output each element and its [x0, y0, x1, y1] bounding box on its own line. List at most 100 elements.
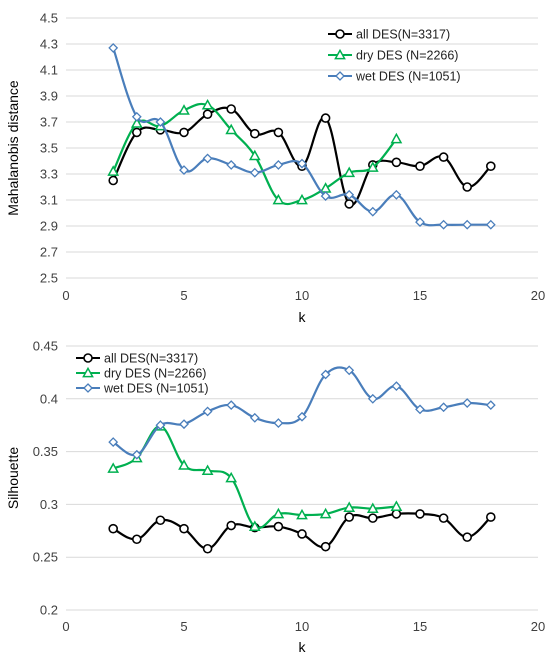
- x-axis-title: k: [299, 639, 307, 655]
- y-tick-label: 2.9: [40, 219, 58, 234]
- data-point: [296, 193, 308, 205]
- y-tick-label: 0.3: [40, 497, 58, 512]
- data-point: [343, 501, 356, 512]
- legend-entry: all DES(N=3317): [328, 28, 450, 42]
- data-point: [132, 534, 142, 545]
- data-point: [390, 132, 403, 144]
- data-point: [344, 365, 355, 376]
- data-point: [273, 159, 284, 170]
- legend-label: wet DES (N=1051): [103, 382, 209, 396]
- y-axis-title: Silhouette: [5, 447, 21, 509]
- series-triangle: [107, 98, 403, 206]
- x-tick-label: 0: [62, 619, 69, 634]
- data-point: [320, 369, 331, 380]
- y-tick-label: 3.5: [40, 141, 58, 156]
- data-point: [131, 111, 142, 122]
- data-point: [319, 182, 332, 193]
- series-diamond: [108, 42, 496, 230]
- data-point: [438, 513, 449, 523]
- data-point: [415, 161, 425, 171]
- data-point: [201, 98, 214, 110]
- data-point: [202, 406, 213, 417]
- data-point: [201, 464, 214, 476]
- legend-label: dry DES (N=2266): [104, 367, 206, 381]
- data-point: [273, 127, 284, 138]
- chart-1: 2.5 2.7 2.9 3.1 3.3 3.5 3.7 3.9 4.1 4.3 4.5 0 5 10 15 2…: [5, 11, 545, 326]
- data-point: [391, 157, 402, 168]
- data-point: [179, 165, 189, 176]
- y-tick-label: 4.1: [40, 63, 58, 78]
- data-point: [390, 500, 403, 511]
- data-point: [248, 520, 261, 532]
- data-point: [155, 420, 166, 431]
- data-point: [367, 206, 378, 217]
- data-point: [485, 512, 496, 522]
- legend-marker: [334, 48, 346, 60]
- data-point: [320, 113, 331, 123]
- data-point: [297, 529, 307, 539]
- data-point: [391, 509, 402, 519]
- legend-marker: [335, 71, 345, 81]
- data-point: [485, 161, 496, 171]
- data-point: [155, 117, 166, 127]
- data-point: [272, 507, 285, 519]
- data-point: [108, 175, 118, 186]
- data-point: [462, 398, 473, 408]
- data-point: [225, 123, 238, 135]
- data-point: [179, 523, 189, 534]
- data-point: [179, 419, 189, 430]
- legend-marker: [83, 353, 93, 363]
- y-tick-label: 0.25: [33, 550, 58, 565]
- data-point: [296, 508, 308, 520]
- data-point: [344, 512, 355, 522]
- data-point: [108, 42, 119, 53]
- data-point: [202, 543, 213, 554]
- data-point: [462, 532, 473, 542]
- series-diamond: [108, 365, 496, 460]
- data-point: [225, 471, 238, 483]
- legend-entry: dry DES (N=2266): [76, 367, 206, 381]
- y-tick-label: 0.2: [40, 603, 58, 618]
- x-tick-label: 5: [180, 619, 187, 634]
- chart-2: 0.2 0.25 0.3 0.35 0.4 0.45 0 5 10 15 20 k Silhouette…: [5, 339, 545, 656]
- data-point: [344, 189, 355, 200]
- data-point: [155, 515, 166, 526]
- data-point: [366, 161, 379, 172]
- data-point: [108, 523, 118, 534]
- data-point: [391, 381, 402, 392]
- data-point: [130, 117, 143, 128]
- data-point: [462, 182, 473, 192]
- data-point: [178, 459, 190, 470]
- data-point: [272, 193, 285, 205]
- y-tick-label: 2.7: [40, 245, 58, 260]
- y-tick-label: 0.35: [33, 444, 58, 459]
- y-tick-label: 0.4: [40, 391, 58, 406]
- data-point: [367, 393, 378, 404]
- y-tick-label: 3.3: [40, 167, 58, 182]
- data-point: [202, 109, 213, 119]
- data-point: [107, 462, 120, 473]
- data-point: [131, 449, 142, 460]
- data-point: [273, 521, 284, 532]
- data-point: [485, 400, 496, 411]
- data-point: [320, 541, 331, 552]
- series-circle: [108, 104, 496, 209]
- legend-entry: dry DES (N=2266): [328, 49, 458, 63]
- data-point: [132, 127, 142, 138]
- series-circle: [108, 509, 496, 554]
- data-point: [249, 167, 260, 178]
- legend-label: dry DES (N=2266): [356, 49, 458, 63]
- data-point: [179, 127, 189, 138]
- data-point: [391, 189, 402, 200]
- x-tick-label: 15: [413, 619, 427, 634]
- data-point: [415, 404, 425, 415]
- data-point: [226, 400, 237, 411]
- data-point: [415, 509, 425, 519]
- data-point: [248, 149, 261, 161]
- data-point: [366, 502, 379, 514]
- series-triangle: [107, 420, 403, 532]
- data-point: [320, 191, 331, 202]
- y-tick-label: 3.1: [40, 193, 58, 208]
- legend-entry: all DES(N=3317): [76, 352, 198, 366]
